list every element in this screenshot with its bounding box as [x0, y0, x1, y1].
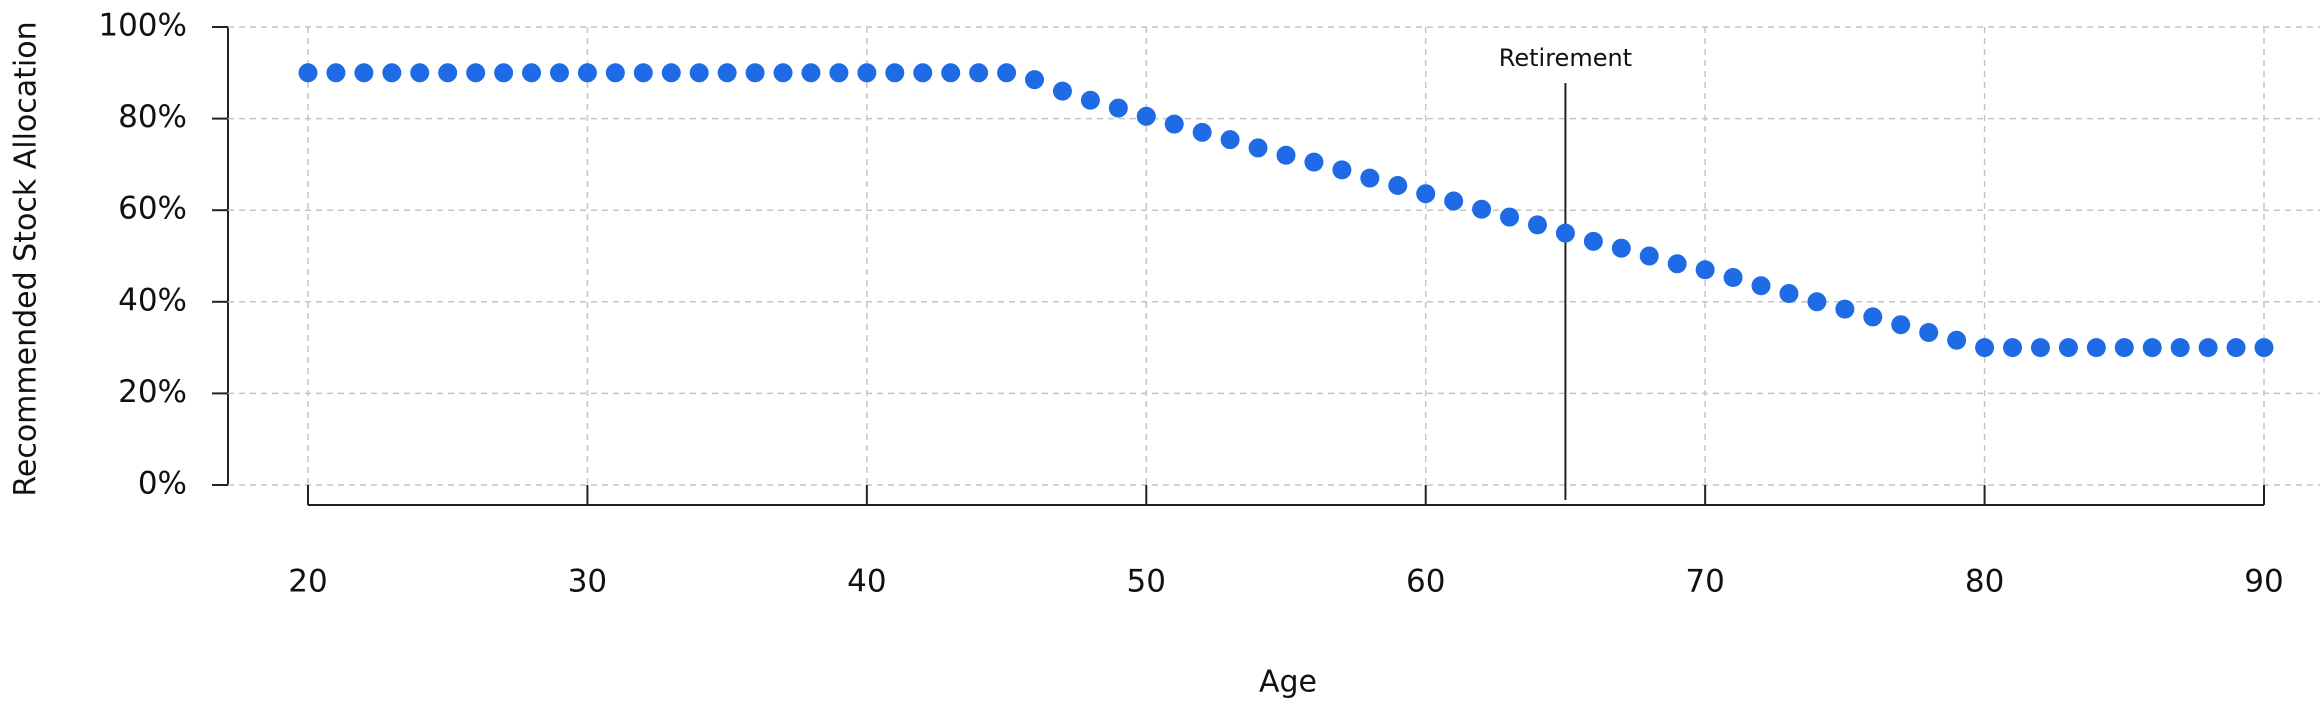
data-point: [661, 63, 681, 83]
x-tick-label: 80: [1965, 564, 2004, 600]
data-point: [438, 63, 458, 83]
y-tick-label: 40%: [118, 282, 187, 318]
data-point: [354, 63, 374, 83]
y-axis-title: Recommended Stock Allocation: [9, 21, 44, 496]
data-point: [633, 63, 653, 83]
data-point: [913, 63, 933, 83]
data-point: [1975, 338, 1995, 358]
data-point: [2086, 338, 2106, 358]
data-point: [2114, 338, 2134, 358]
data-point: [885, 63, 905, 83]
y-tick-label: 0%: [138, 466, 187, 502]
annotation-label: Retirement: [1499, 44, 1632, 72]
data-point: [1136, 106, 1156, 126]
data-point: [1947, 330, 1967, 350]
data-point: [773, 63, 793, 83]
y-tick-label: 80%: [118, 99, 187, 135]
data-point: [1304, 152, 1324, 172]
data-point: [1472, 199, 1492, 219]
data-point: [1667, 254, 1687, 274]
x-tick-label: 90: [2244, 564, 2283, 600]
data-point: [522, 63, 542, 83]
data-point: [941, 63, 961, 83]
data-point: [801, 63, 821, 83]
data-point: [1695, 260, 1715, 280]
data-point: [2058, 338, 2078, 358]
x-tick-label: 60: [1406, 564, 1445, 600]
data-point: [326, 63, 346, 83]
data-point: [577, 63, 597, 83]
data-point: [549, 63, 569, 83]
x-tick-label: 20: [288, 564, 327, 600]
data-point: [1919, 322, 1939, 342]
x-tick-label: 50: [1127, 564, 1166, 600]
data-point: [1723, 268, 1743, 288]
data-point: [1807, 292, 1827, 312]
data-point: [1220, 130, 1240, 150]
data-point: [1891, 315, 1911, 335]
data-point: [382, 63, 402, 83]
y-tick-label: 100%: [98, 8, 187, 44]
data-point: [1360, 168, 1380, 188]
data-point: [1192, 122, 1212, 142]
data-point: [1080, 90, 1100, 110]
data-point: [1108, 98, 1128, 118]
data-point: [2254, 338, 2274, 358]
data-point: [466, 63, 486, 83]
data-point: [605, 63, 625, 83]
data-point: [1248, 138, 1268, 158]
data-point: [2003, 338, 2023, 358]
data-point: [1611, 238, 1631, 258]
x-tick-label: 40: [847, 564, 886, 600]
data-point: [1164, 114, 1184, 134]
data-point: [969, 63, 989, 83]
x-tick-label: 70: [1685, 564, 1724, 600]
data-point: [997, 63, 1017, 83]
data-point: [857, 63, 877, 83]
data-point: [1500, 207, 1520, 227]
data-point: [689, 63, 709, 83]
data-point: [717, 63, 737, 83]
data-point: [1276, 145, 1296, 165]
x-tick-label: 30: [568, 564, 607, 600]
data-point: [2198, 338, 2218, 358]
data-point: [1835, 299, 1855, 319]
data-point: [1555, 223, 1575, 243]
data-point: [1025, 70, 1045, 90]
data-point: [1863, 307, 1883, 327]
data-point: [1444, 191, 1464, 211]
data-point: [1332, 160, 1352, 180]
data-point: [2030, 338, 2050, 358]
data-point: [298, 63, 318, 83]
data-point: [745, 63, 765, 83]
data-point: [829, 63, 849, 83]
data-point: [2226, 338, 2246, 358]
data-point: [1052, 81, 1072, 101]
data-point: [410, 63, 430, 83]
data-point: [1751, 276, 1771, 296]
x-axis-title: Age: [1259, 665, 1317, 700]
data-point: [1527, 215, 1547, 235]
data-point: [2142, 338, 2162, 358]
data-point: [2170, 338, 2190, 358]
data-point: [1639, 246, 1659, 266]
y-tick-label: 20%: [118, 374, 187, 410]
data-point: [1388, 175, 1408, 195]
data-point: [1779, 284, 1799, 304]
data-point: [1583, 231, 1603, 251]
y-tick-label: 60%: [118, 191, 187, 227]
data-point: [494, 63, 514, 83]
data-point: [1416, 184, 1436, 204]
